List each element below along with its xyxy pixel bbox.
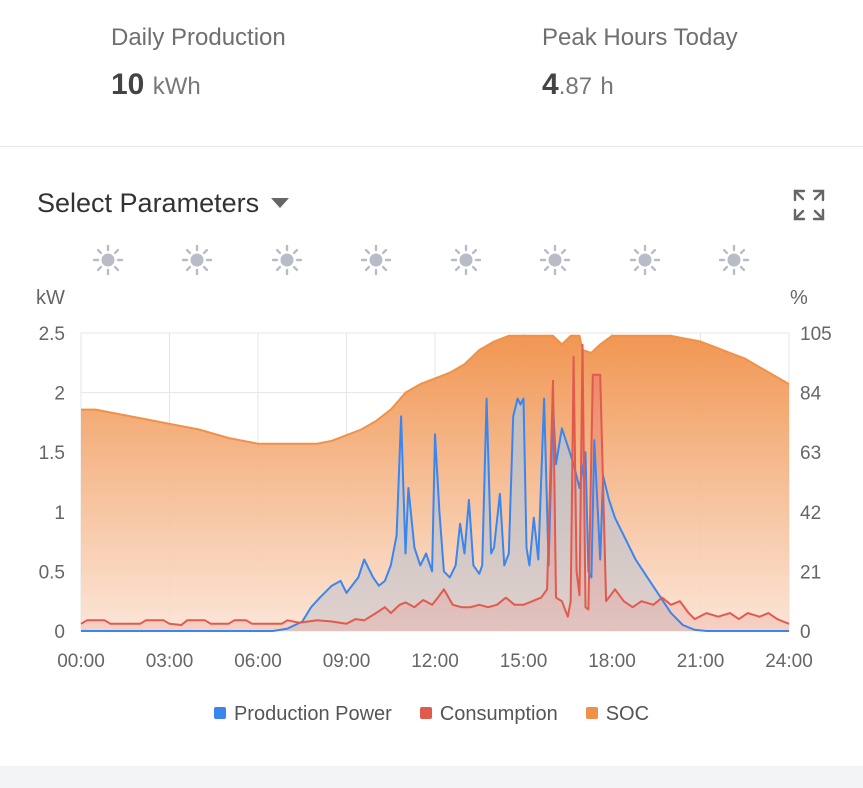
select-parameters-dropdown[interactable]: Select Parameters [37, 188, 290, 219]
sun-icon [92, 244, 124, 276]
peak-hours-label: Peak Hours Today [542, 24, 738, 51]
peak-hours-stat: Peak Hours Today 4.87 h [542, 24, 738, 102]
right-tick-label: 63 [800, 443, 821, 464]
right-tick-label: 105 [800, 324, 832, 345]
legend-swatch [419, 707, 432, 720]
left-tick-label: 1.5 [39, 443, 65, 464]
x-tick-label: 12:00 [411, 651, 459, 672]
sun-icon [629, 244, 661, 276]
left-tick-label: 2.5 [39, 324, 65, 345]
legend-item-soc[interactable]: SOC [585, 703, 650, 726]
right-tick-label: 84 [800, 384, 822, 405]
summary-panel: Daily Production 10 kWh Peak Hours Today… [0, 0, 863, 147]
daily-production-stat: Daily Production 10 kWh [111, 24, 286, 102]
right-tick-label: 21 [800, 562, 821, 583]
select-parameters-label: Select Parameters [37, 188, 260, 218]
x-tick-label: 00:00 [57, 651, 105, 672]
left-tick-label: 2 [54, 384, 65, 405]
consumption-line [80, 343, 790, 626]
left-tick-label: 1 [54, 503, 65, 524]
right-axis-unit: % [790, 287, 808, 309]
legend-label: SOC [605, 703, 650, 725]
sun-icon [360, 244, 392, 276]
daily-production-label: Daily Production [111, 24, 286, 51]
left-axis-unit: kW [36, 287, 65, 309]
peak-hours-number-frac: .87 [558, 73, 593, 100]
sun-icon [450, 244, 482, 276]
x-tick-label: 06:00 [234, 651, 282, 672]
legend-item-production-power[interactable]: Production Power [213, 703, 392, 726]
legend-swatch [213, 707, 226, 720]
peak-hours-number-int: 4 [542, 68, 559, 101]
legend-item-consumption[interactable]: Consumption [419, 703, 558, 726]
caret-down-icon [271, 197, 290, 208]
x-tick-label: 09:00 [323, 651, 371, 672]
x-tick-label: 18:00 [588, 651, 636, 672]
production-power-area [81, 398, 789, 631]
daily-production-value: 10 kWh [111, 68, 286, 102]
production-power-line [81, 397, 789, 632]
right-tick-label: 0 [800, 622, 811, 643]
footer-band [0, 766, 863, 788]
x-tick-label: 03:00 [146, 651, 194, 672]
x-tick-label: 24:00 [765, 651, 813, 672]
x-tick-label: 15:00 [500, 651, 548, 672]
legend-label: Consumption [439, 703, 558, 725]
sun-icon [718, 244, 750, 276]
daily-production-number: 10 [111, 68, 145, 101]
legend-swatch [585, 707, 598, 720]
legend-label: Production Power [233, 703, 392, 725]
sun-icon [181, 244, 213, 276]
x-tick-label: 21:00 [677, 651, 725, 672]
peak-hours-unit: h [600, 73, 614, 100]
expand-icon[interactable] [792, 188, 826, 222]
energy-chart: 2.5 105 2 84 1.5 63 1 42 0.5 21 0 0 00:00 03:00 06:00 0… [39, 324, 832, 672]
right-tick-label: 42 [800, 503, 821, 524]
left-tick-label: 0.5 [39, 562, 65, 583]
daily-production-unit: kWh [152, 73, 201, 100]
soc-line [81, 334, 790, 445]
sun-icon [539, 244, 571, 276]
chart-legend: Production Power Consumption SOC [0, 703, 863, 726]
sun-icon [271, 244, 303, 276]
weather-row [0, 244, 863, 278]
peak-hours-value: 4.87 h [542, 68, 738, 102]
left-tick-label: 0 [54, 622, 65, 643]
